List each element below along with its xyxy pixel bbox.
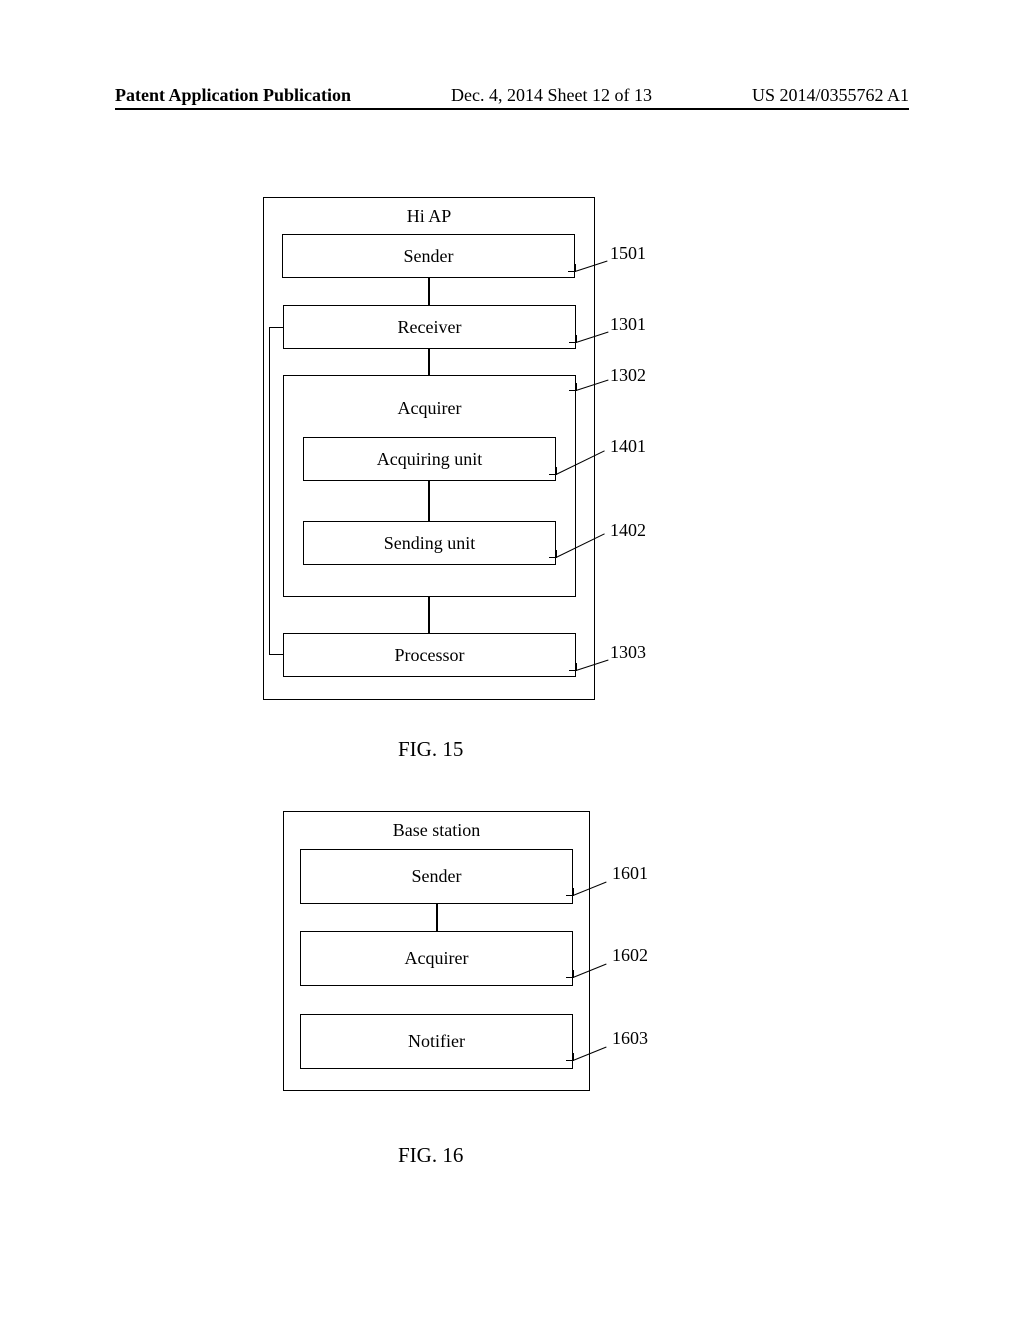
fig15-sender-box: Sender (282, 234, 575, 278)
fig15-acq-unit-label: Acquiring unit (377, 449, 483, 470)
fig16-conn-sender-acquirer (436, 904, 438, 931)
fig16-notifier-ref: 1603 (612, 1028, 648, 1049)
fig16-sender-ref: 1601 (612, 863, 648, 884)
fig16-caption: FIG. 16 (398, 1143, 463, 1168)
fig15-sender-ref: 1501 (610, 243, 646, 264)
fig16-notifier-label: Notifier (408, 1031, 465, 1052)
fig15-title: Hi AP (264, 206, 594, 227)
fig15-conn-acquirer-processor (428, 597, 430, 633)
fig15-receiver-box: Receiver (283, 305, 576, 349)
fig15-conn-acq-send (428, 481, 430, 521)
fig15-sender-hook (568, 264, 576, 272)
fig15-acq-unit-hook (549, 467, 557, 475)
fig15-side-connector (269, 327, 283, 655)
page-header: Patent Application Publication Dec. 4, 2… (115, 85, 909, 106)
fig16-acquirer-box: Acquirer (300, 931, 573, 986)
fig16-acquirer-ref: 1602 (612, 945, 648, 966)
fig15-receiver-ref: 1301 (610, 314, 646, 335)
fig15-sender-label: Sender (404, 246, 454, 267)
fig16-acquirer-hook (566, 970, 574, 978)
page: Patent Application Publication Dec. 4, 2… (0, 0, 1024, 1320)
fig15-acq-unit-box: Acquiring unit (303, 437, 556, 481)
fig16-title: Base station (284, 820, 589, 841)
fig15-receiver-label: Receiver (398, 317, 462, 338)
fig15-processor-label: Processor (395, 645, 465, 666)
fig16-acquirer-label: Acquirer (405, 948, 469, 969)
fig15-processor-ref: 1303 (610, 642, 646, 663)
fig15-caption: FIG. 15 (398, 737, 463, 762)
fig15-conn-sender-receiver (428, 278, 430, 305)
header-center: Dec. 4, 2014 Sheet 12 of 13 (451, 85, 652, 106)
header-right: US 2014/0355762 A1 (752, 85, 909, 106)
fig15-processor-hook (569, 663, 577, 671)
fig15-processor-box: Processor (283, 633, 576, 677)
fig15-send-unit-hook (549, 550, 557, 558)
fig15-acq-unit-ref: 1401 (610, 436, 646, 457)
fig15-acquirer-hook (569, 383, 577, 391)
fig15-send-unit-ref: 1402 (610, 520, 646, 541)
header-left: Patent Application Publication (115, 85, 351, 106)
fig15-receiver-hook (569, 335, 577, 343)
fig15-send-unit-label: Sending unit (384, 533, 476, 554)
header-rule (115, 108, 909, 110)
fig15-send-unit-box: Sending unit (303, 521, 556, 565)
fig15-acquirer-ref: 1302 (610, 365, 646, 386)
fig15-acquirer-label: Acquirer (398, 398, 462, 419)
fig16-notifier-box: Notifier (300, 1014, 573, 1069)
fig16-sender-box: Sender (300, 849, 573, 904)
fig15-conn-receiver-acquirer (428, 349, 430, 375)
fig16-sender-label: Sender (412, 866, 462, 887)
fig16-notifier-hook (566, 1053, 574, 1061)
fig16-sender-hook (566, 888, 574, 896)
